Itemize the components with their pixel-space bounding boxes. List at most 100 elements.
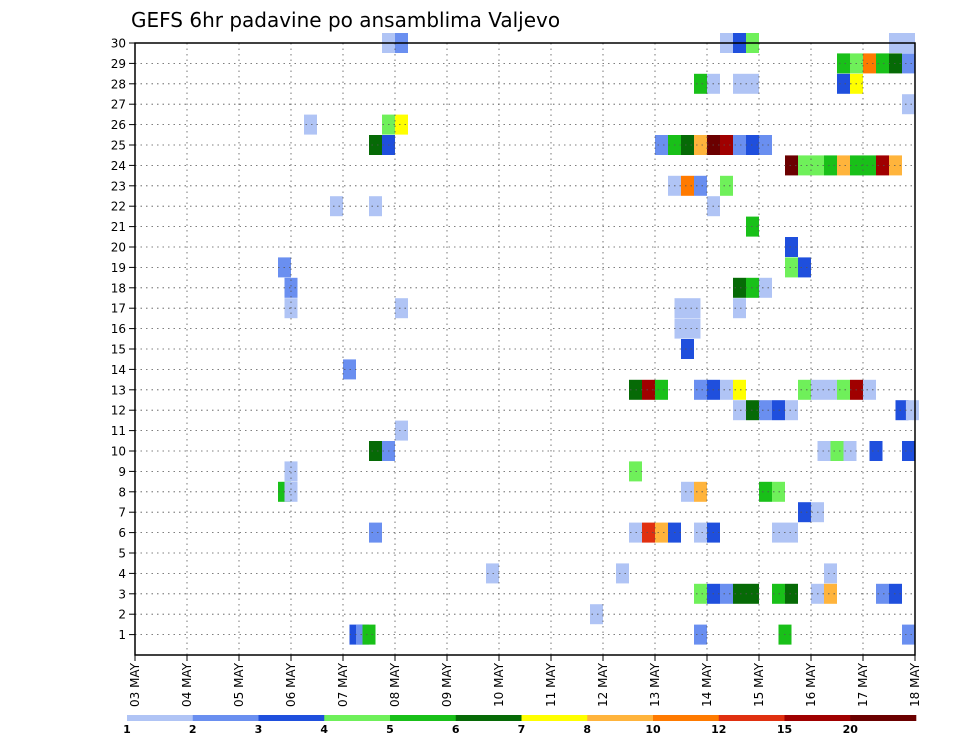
precip-cell — [720, 175, 733, 196]
precip-cell — [759, 135, 772, 155]
colorbar-swatch — [784, 715, 851, 721]
precip-cell — [694, 135, 707, 155]
precip-cell — [687, 298, 701, 319]
precip-cell — [905, 400, 919, 421]
precip-cell — [863, 155, 876, 176]
precip-cell — [798, 502, 811, 523]
x-tick-label: 16 MAY — [804, 662, 818, 707]
y-tick-label: 18 — [111, 281, 126, 295]
precip-cell — [284, 461, 298, 482]
precip-cell — [590, 604, 603, 625]
precip-cell — [733, 400, 746, 421]
x-tick-label: 03 MAY — [128, 662, 142, 707]
precip-cell — [720, 379, 733, 400]
precip-cell — [902, 624, 915, 645]
precip-cell — [895, 400, 909, 421]
y-tick-label: 5 — [118, 547, 126, 561]
precip-cell — [869, 441, 883, 461]
precip-cell — [902, 441, 915, 461]
precip-cell — [785, 257, 798, 278]
precip-cell — [785, 155, 798, 176]
colorbar-swatch — [390, 715, 457, 721]
y-tick-label: 1 — [118, 628, 126, 642]
precip-cell — [733, 583, 746, 604]
colorbar-swatch — [850, 715, 917, 721]
x-tick-label: 17 MAY — [856, 662, 870, 707]
precip-cell — [681, 135, 694, 155]
precip-cell — [655, 522, 668, 543]
colorbar-swatch — [127, 715, 194, 721]
precip-cell — [304, 114, 317, 135]
x-tick-label: 11 MAY — [544, 662, 558, 707]
x-tick-label: 06 MAY — [284, 662, 298, 707]
precip-cell — [824, 583, 837, 604]
colorbar-label: 7 — [518, 723, 526, 736]
colorbar: 1 2 3 4 5 6 7 8 10 12 15 20 — [123, 715, 917, 736]
precip-cell — [902, 94, 915, 115]
precip-cell — [824, 563, 837, 584]
precip-cell — [655, 379, 668, 400]
precip-cell — [863, 53, 876, 74]
colorbar-label: 8 — [583, 723, 591, 736]
precip-cell — [369, 135, 382, 155]
colorbar-label: 5 — [386, 723, 394, 736]
y-tick-label: 2 — [118, 608, 126, 622]
colorbar-label: 6 — [452, 723, 460, 736]
colorbar-label: 20 — [843, 723, 859, 736]
y-tick-label: 11 — [111, 424, 126, 438]
precip-cell — [395, 114, 408, 135]
chart-title: GEFS 6hr padavine po ansamblima Valjevo — [131, 8, 560, 32]
precip-cell — [837, 53, 850, 74]
grid-lines — [135, 42, 915, 655]
precip-cell — [876, 155, 889, 176]
y-tick-label: 28 — [111, 77, 126, 91]
y-tick-label: 20 — [111, 241, 126, 255]
y-tick-label: 13 — [111, 383, 126, 397]
colorbar-swatch — [718, 715, 785, 721]
precip-cell — [824, 379, 837, 400]
precip-cell — [694, 583, 707, 604]
x-tick-label: 12 MAY — [596, 662, 610, 707]
y-tick-label: 10 — [111, 445, 126, 459]
colorbar-swatch — [653, 715, 720, 721]
precip-cell — [369, 441, 382, 461]
x-axis: 03 MAY 04 MAY 05 MAY 06 MAY 07 MAY 08 MAY 09 M… — [128, 655, 922, 707]
precip-cell — [733, 277, 746, 298]
precip-cell — [655, 135, 668, 155]
y-tick-label: 19 — [111, 261, 126, 275]
x-tick-label: 13 MAY — [648, 662, 662, 707]
precip-cell — [369, 196, 382, 217]
precip-cell — [395, 420, 408, 441]
colorbar-swatch — [455, 715, 522, 721]
y-tick-label: 16 — [111, 322, 126, 336]
colorbar-label: 3 — [255, 723, 263, 736]
precip-cell — [830, 441, 844, 461]
precip-cell — [694, 379, 707, 400]
precip-cell — [759, 400, 772, 421]
y-tick-label: 3 — [118, 587, 126, 601]
precip-cell — [694, 73, 707, 94]
precip-cell — [759, 277, 772, 298]
x-tick-label: 15 MAY — [752, 662, 766, 707]
precip-cell — [837, 73, 850, 94]
colorbar-swatch — [192, 715, 259, 721]
y-tick-label: 21 — [111, 220, 126, 234]
precip-cell — [824, 155, 837, 176]
precip-cell — [642, 379, 655, 400]
colorbar-swatch — [521, 715, 588, 721]
precip-cell — [733, 73, 746, 94]
precip-cell — [798, 155, 811, 176]
precip-cell — [785, 237, 798, 257]
precip-cell — [694, 175, 707, 196]
y-tick-label: 29 — [111, 57, 126, 71]
precip-cell — [616, 563, 629, 584]
precip-cell — [395, 298, 408, 319]
precip-cell — [876, 583, 889, 604]
precip-cell — [681, 481, 694, 502]
precip-cell — [720, 135, 733, 155]
colorbar-label: 1 — [123, 723, 131, 736]
y-tick-label: 30 — [111, 37, 126, 51]
precip-cell — [902, 53, 915, 74]
x-tick-label: 05 MAY — [232, 662, 246, 707]
